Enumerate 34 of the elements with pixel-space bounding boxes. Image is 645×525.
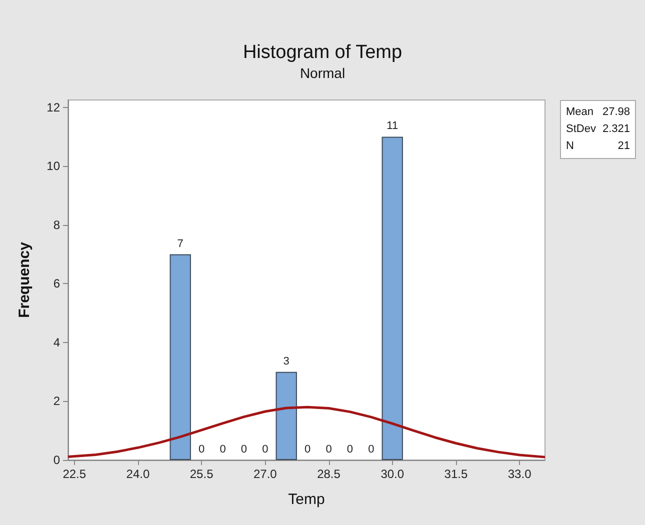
- y-tick-label: 8: [53, 218, 60, 232]
- x-tick-label: 30.0: [380, 467, 404, 481]
- x-tick-label: 25.5: [190, 467, 214, 481]
- data-label: 0: [304, 444, 311, 456]
- data-label: 0: [240, 444, 248, 456]
- text: StDev 2.321: [566, 122, 630, 137]
- x-tick-label: 22.5: [62, 467, 86, 481]
- chart-title: Histogram of Temp: [242, 42, 402, 63]
- data-label: 7: [177, 238, 184, 250]
- data-label: 0: [220, 444, 226, 456]
- line-series: [66, 406, 546, 458]
- data-label: 11: [386, 120, 398, 132]
- data-label: 0: [262, 444, 268, 456]
- data-label: 0: [326, 444, 332, 456]
- x-tick-label: 28.5: [317, 467, 341, 481]
- text: N 21: [566, 140, 630, 152]
- x-tick-label: 31.5: [444, 467, 468, 481]
- y-axis-title: Frequency: [16, 241, 33, 318]
- x-tick-label: 33.0: [508, 467, 532, 481]
- y-tick-label: 12: [46, 100, 60, 114]
- y-tick-label: 10: [46, 159, 60, 174]
- text: Mean 27.98: [566, 105, 630, 120]
- y-tick-label: 2: [53, 394, 60, 408]
- x-tick-label: 27.0: [253, 467, 278, 481]
- data-label: 0: [346, 444, 354, 456]
- chart-subtitle: Normal: [300, 65, 346, 81]
- data-label: 0: [368, 444, 374, 456]
- data-label: 0: [198, 444, 205, 456]
- y-tick-label: 4: [53, 335, 60, 350]
- x-axis-title: Temp: [288, 491, 325, 508]
- y-tick-label: 6: [53, 276, 60, 291]
- y-tick-label: 0: [53, 453, 60, 467]
- x-tick-label: 24.0: [126, 467, 150, 481]
- data-label: 3: [283, 355, 290, 368]
